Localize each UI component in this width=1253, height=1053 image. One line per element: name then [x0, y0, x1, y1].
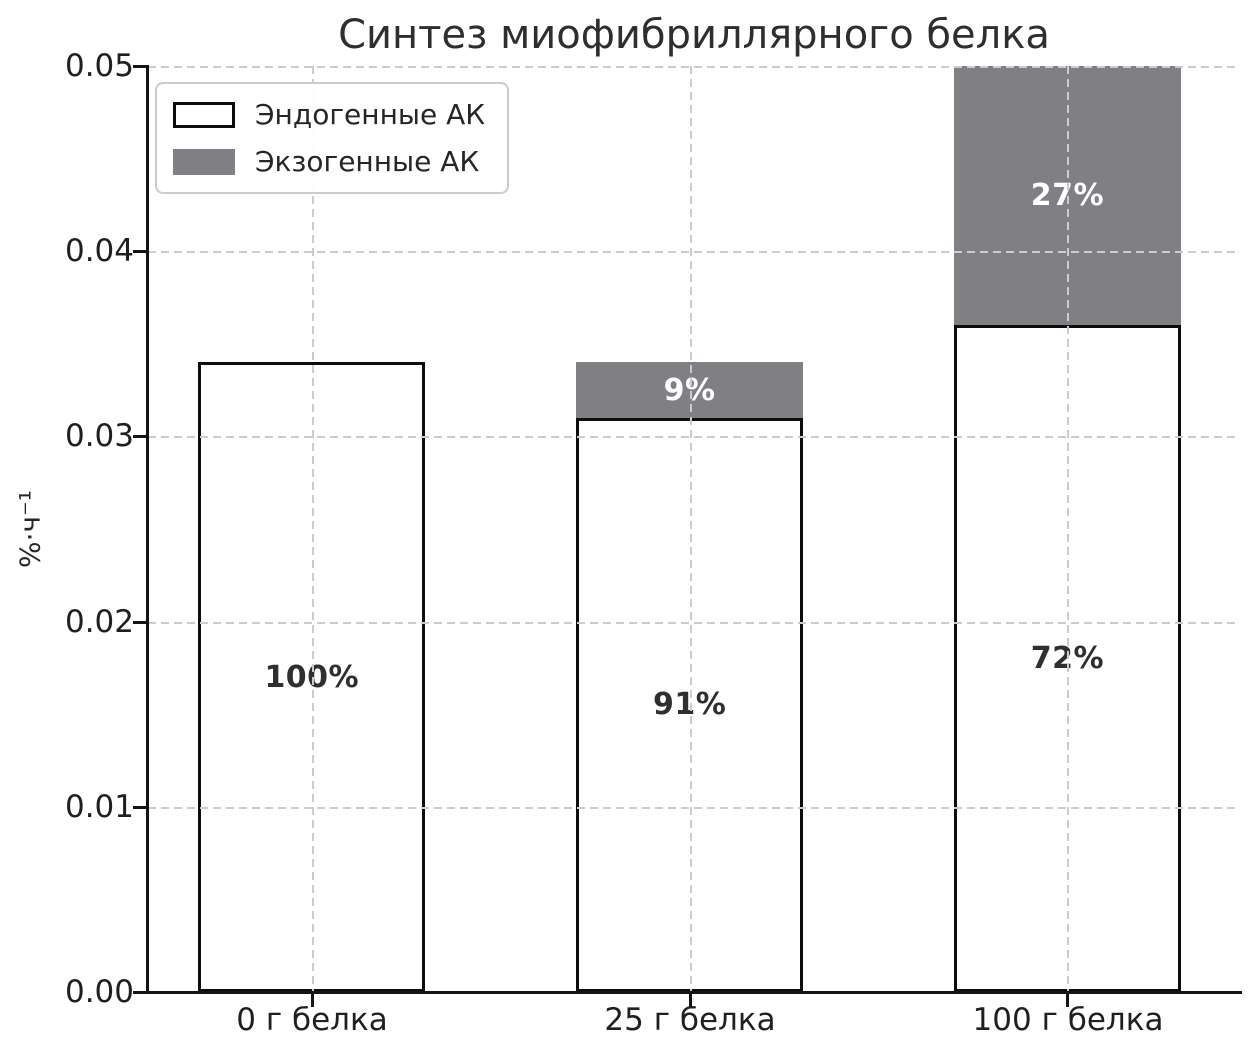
y-tick-label: 0.01	[64, 789, 134, 825]
legend-swatch-endogenous-icon	[173, 101, 235, 128]
y-tick-label: 0.05	[64, 48, 134, 84]
x-tick	[688, 993, 692, 1007]
bar-2-endogenous-label: 72%	[1030, 641, 1105, 677]
legend-item-endogenous: Эндогенные АК	[173, 98, 485, 131]
legend-label-endogenous: Эндогенные АК	[255, 98, 486, 131]
y-axis-label: %·ч⁻¹	[13, 489, 47, 569]
y-tick	[133, 250, 147, 254]
plot-area: 100% 91% 9% 72% 27%	[133, 65, 1242, 1007]
x-tick	[1066, 993, 1070, 1007]
legend-swatch-exogenous-icon	[173, 148, 235, 175]
bar-1: 91% 9%	[576, 66, 804, 992]
y-tick	[133, 620, 147, 624]
y-tick	[133, 435, 147, 439]
y-tick	[133, 805, 147, 809]
y-axis-spine	[146, 65, 149, 993]
chart-title: Синтез миофибриллярного белка	[338, 12, 1050, 58]
bar-1-exogenous-label: 9%	[663, 372, 716, 408]
x-tick	[310, 993, 314, 1007]
bar-1-exogenous-segment: 9%	[576, 362, 804, 418]
bar-2-exogenous-segment: 27%	[953, 66, 1182, 326]
x-tick-label: 25 г белка	[604, 1002, 776, 1038]
y-tick	[133, 991, 147, 994]
legend-item-exogenous: Экзогенные АК	[173, 145, 485, 178]
y-tick-label: 0.03	[64, 418, 134, 454]
bar-0-endogenous-label: 100%	[264, 659, 360, 695]
bar-1-endogenous-segment: 91%	[576, 417, 804, 992]
bar-2: 72% 27%	[953, 66, 1182, 992]
y-tick-label: 0.00	[64, 974, 134, 1010]
x-axis-spine	[146, 991, 1242, 994]
x-tick-label: 100 г белка	[972, 1002, 1164, 1038]
y-tick	[133, 65, 147, 68]
bar-0-endogenous-segment: 100%	[198, 362, 426, 992]
bar-0: 100%	[198, 66, 426, 992]
legend-label-exogenous: Экзогенные АК	[255, 145, 480, 178]
legend: Эндогенные АК Экзогенные АК	[155, 82, 510, 194]
bar-1-endogenous-label: 91%	[652, 687, 727, 723]
y-tick-label: 0.02	[64, 604, 134, 640]
bar-2-endogenous-segment: 72%	[953, 325, 1182, 992]
bar-2-exogenous-label: 27%	[1030, 178, 1105, 214]
x-tick-label: 0 г белка	[236, 1002, 388, 1038]
y-tick-label: 0.04	[64, 233, 134, 269]
